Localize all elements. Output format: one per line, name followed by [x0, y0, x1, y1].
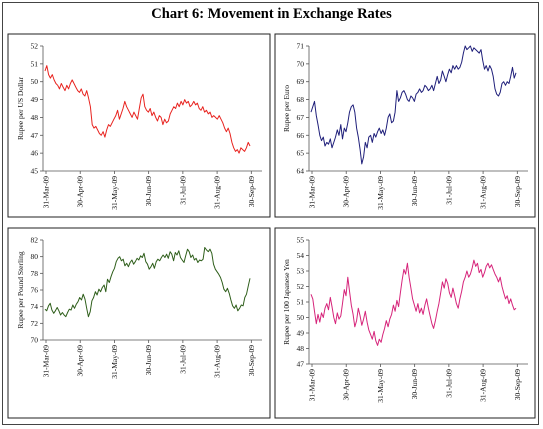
x-tick-label: 30-Sep-09	[247, 345, 256, 376]
y-tick-label: 47	[31, 131, 39, 140]
y-tick-label: 49	[31, 95, 39, 104]
x-tick-label: 31-Jul-09	[444, 176, 453, 205]
y-tick-label: 52	[297, 282, 305, 291]
x-tick-label: 31-Jul-09	[444, 369, 453, 398]
x-tick-label: 30-Apr-09	[76, 345, 85, 377]
x-tick-label: 31-Mar-09	[42, 345, 51, 378]
y-tick-label: 70	[297, 59, 305, 68]
y-tick-label: 80	[31, 252, 39, 261]
x-tick-label: 30-Apr-09	[342, 176, 351, 208]
x-tick-label: 31-May-09	[376, 369, 385, 403]
y-tick-label: 74	[31, 302, 39, 311]
x-tick-label: 31-May-09	[376, 176, 385, 210]
x-tick-label: 30-Sep-09	[513, 369, 522, 400]
x-tick-label: 31-Aug-09	[479, 369, 488, 402]
y-tick-label: 71	[297, 42, 305, 51]
chart-title: Chart 6: Movement in Exchange Rates	[151, 6, 392, 22]
y-tick-label: 68	[297, 95, 305, 104]
y-tick-label: 76	[31, 286, 39, 295]
x-tick-label: 31-Mar-09	[42, 176, 51, 209]
y-tick-label: 46	[31, 149, 39, 158]
x-tick-label: 31-May-09	[110, 345, 119, 379]
x-tick-label: 30-Apr-09	[76, 176, 85, 208]
x-tick-label: 30-Jun-09	[410, 369, 419, 400]
y-tick-label: 45	[31, 167, 39, 176]
y-tick-label: 66	[297, 131, 305, 140]
x-tick-label: 30-Apr-09	[342, 369, 351, 401]
y-tick-label: 69	[297, 77, 305, 86]
y-axis-label: Rupee per US Dollar	[16, 76, 25, 140]
y-tick-label: 53	[297, 267, 305, 276]
y-tick-label: 50	[31, 77, 39, 86]
y-tick-label: 48	[297, 344, 305, 353]
x-tick-label: 31-Aug-09	[479, 176, 488, 209]
series-line	[44, 65, 251, 154]
y-tick-label: 51	[31, 59, 39, 68]
y-tick-label: 65	[297, 149, 305, 158]
x-tick-label: 30-Jun-09	[410, 176, 419, 207]
y-tick-label: 64	[297, 167, 305, 176]
y-tick-label: 54	[297, 251, 305, 260]
x-tick-label: 31-May-09	[110, 176, 119, 210]
y-axis-label: Rupee per 100 Japanese Yen	[282, 259, 291, 345]
series-line	[44, 247, 251, 318]
y-tick-label: 78	[31, 269, 39, 278]
chart-panel-3	[7, 227, 271, 419]
y-tick-label: 50	[297, 313, 305, 322]
y-tick-label: 72	[31, 319, 39, 328]
x-tick-label: 30-Sep-09	[247, 176, 256, 207]
y-tick-label: 48	[31, 113, 39, 122]
y-tick-label: 52	[31, 42, 39, 51]
y-tick-label: 55	[297, 236, 305, 245]
y-axis-label: Rupee per Pound Sterling	[16, 251, 25, 329]
series-line	[310, 259, 517, 346]
chart-panel-1	[7, 33, 271, 218]
y-tick-label: 47	[297, 360, 305, 369]
x-tick-label: 30-Jun-09	[144, 345, 153, 376]
x-tick-label: 31-Jul-09	[178, 345, 187, 374]
y-axis-label: Rupee per Euro	[282, 85, 291, 132]
chart-panel-4	[274, 227, 536, 419]
x-tick-label: 30-Sep-09	[513, 176, 522, 207]
x-tick-label: 31-Jul-09	[178, 176, 187, 205]
series-line	[310, 45, 517, 165]
x-tick-label: 31-Aug-09	[213, 345, 222, 378]
y-tick-label: 70	[31, 336, 39, 345]
y-tick-label: 67	[297, 113, 305, 122]
y-tick-label: 51	[297, 298, 305, 307]
x-tick-label: 31-Mar-09	[308, 176, 317, 209]
x-tick-label: 31-Aug-09	[213, 176, 222, 209]
y-tick-label: 49	[297, 329, 305, 338]
x-tick-label: 31-Mar-09	[308, 369, 317, 402]
y-tick-label: 82	[31, 236, 39, 245]
x-tick-label: 30-Jun-09	[144, 176, 153, 207]
